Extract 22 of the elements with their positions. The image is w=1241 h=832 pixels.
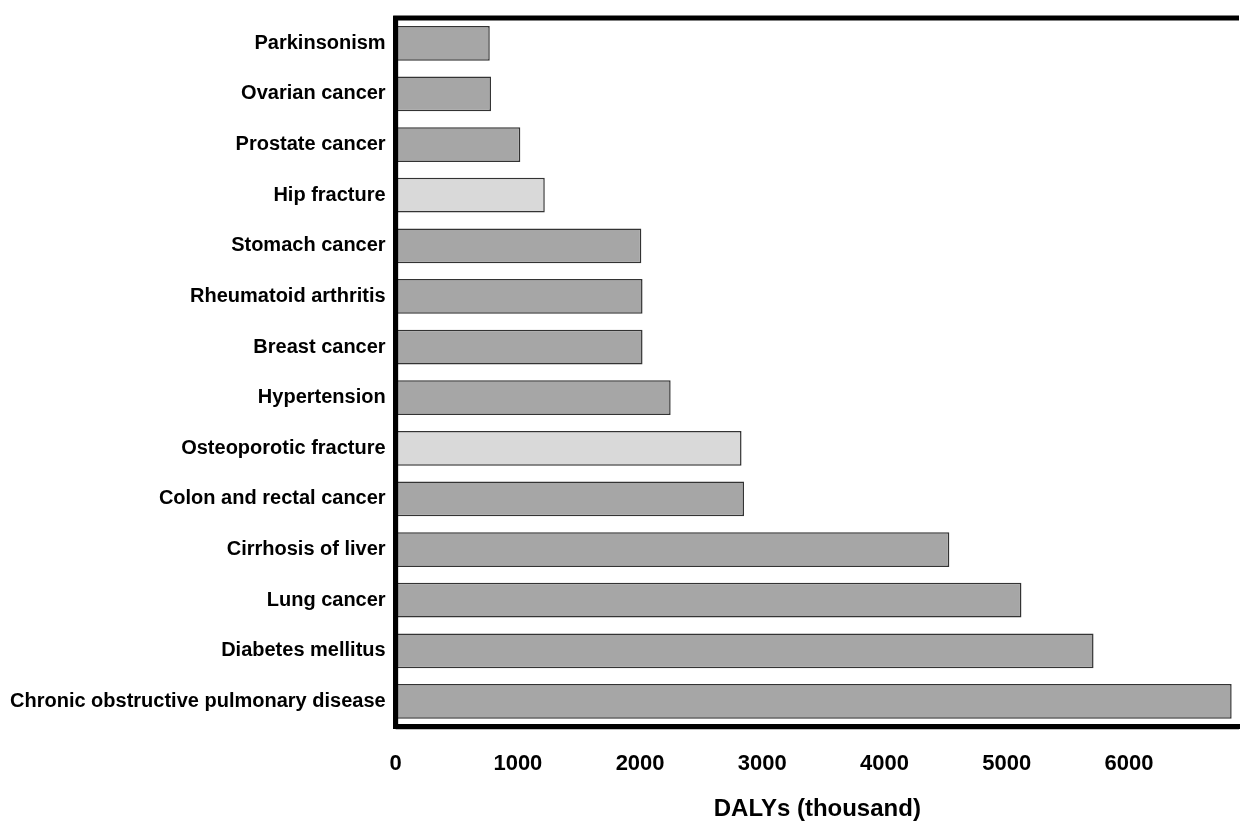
y-tick-label: Hip fracture <box>273 182 386 205</box>
y-tick-label: Diabetes mellitus <box>221 638 386 661</box>
y-tick-label: Osteoporotic fracture <box>181 435 386 458</box>
y-tick-label: Stomach cancer <box>231 233 386 256</box>
y-tick-label: Hypertension <box>257 385 386 408</box>
y-tick-label: Breast cancer <box>253 334 386 357</box>
x-tick-label: 6000 <box>1104 750 1154 776</box>
y-tick-label: Parkinsonism <box>254 30 386 53</box>
y-tick-label: Prostate cancer <box>235 132 386 155</box>
x-tick-label: 3000 <box>737 750 787 776</box>
y-tick-label: Cirrhosis of liver <box>226 537 386 560</box>
y-tick-label: Rheumatoid arthritis <box>190 283 386 306</box>
x-tick-label: 0 <box>389 750 402 776</box>
x-axis-title: DALYs (thousand) <box>713 794 921 822</box>
x-tick-label: 2000 <box>615 750 665 776</box>
x-tick-label: 1000 <box>493 750 543 776</box>
y-tick-label: Chronic obstructive pulmonary disease <box>10 689 386 711</box>
y-tick-label: Lung cancer <box>266 587 386 610</box>
x-tick-label: 4000 <box>860 750 910 776</box>
y-tick-label: Colon and rectal cancer <box>158 486 386 509</box>
x-tick-label: 5000 <box>982 750 1032 776</box>
y-tick-label: Ovarian cancer <box>241 81 386 104</box>
